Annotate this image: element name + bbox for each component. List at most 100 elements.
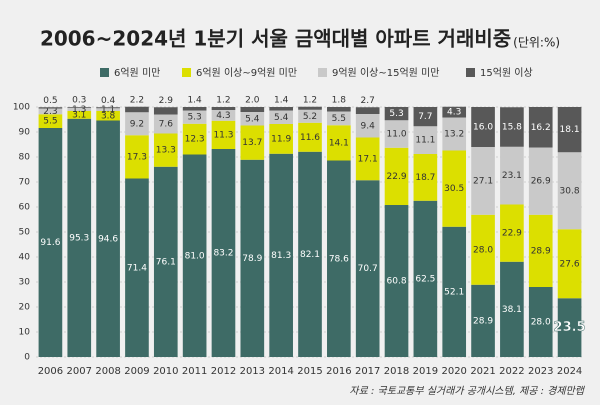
value-label: 78.9 <box>242 254 262 264</box>
y-tick-label: 30 <box>19 278 31 288</box>
value-label: 13.2 <box>444 130 464 140</box>
value-label: 95.3 <box>69 233 89 243</box>
x-tick-label: 2018 <box>384 366 409 377</box>
value-label: 5.4 <box>245 114 260 124</box>
bar-segment <box>240 159 265 357</box>
bar-segment <box>528 107 553 148</box>
value-label: 60.8 <box>387 277 407 287</box>
value-label: 82.1 <box>300 250 320 260</box>
value-label: 13.3 <box>156 146 176 156</box>
bar-segment <box>125 106 149 113</box>
bar-segment <box>153 107 178 115</box>
value-label: 5.3 <box>389 109 403 119</box>
value-label: 28.0 <box>531 318 551 328</box>
unit-label: (단위:%) <box>513 36 560 50</box>
value-label: 0.4 <box>101 96 116 106</box>
x-tick-label: 2016 <box>326 366 351 377</box>
bar-segment <box>557 152 582 230</box>
value-label: 2.3 <box>43 107 57 117</box>
legend-label: 9억원 이상~15억원 미만 <box>332 67 439 79</box>
value-label: 1.8 <box>332 96 347 106</box>
bar-segment <box>528 287 553 357</box>
x-tick-label: 2013 <box>240 366 265 377</box>
bar-segment <box>67 111 92 119</box>
bar-segment <box>500 107 524 147</box>
value-label: 18.1 <box>560 125 580 135</box>
legend-marker <box>100 68 109 77</box>
bar-segment <box>500 146 524 205</box>
bar-segment <box>211 149 236 357</box>
value-label: 5.5 <box>332 114 346 124</box>
x-tick-label: 2010 <box>153 366 178 377</box>
value-label: 4.3 <box>447 108 461 118</box>
value-label: 71.4 <box>127 263 147 273</box>
value-label: 11.9 <box>271 134 291 144</box>
bar-segment <box>327 125 351 161</box>
value-label: 1.1 <box>101 105 115 115</box>
legend-marker <box>182 68 191 77</box>
bar-segment <box>67 107 92 111</box>
bar-segment <box>298 151 322 357</box>
value-label: 22.9 <box>502 229 522 239</box>
x-tick-label: 2007 <box>67 366 92 377</box>
value-label: 3.1 <box>72 110 86 120</box>
value-label: 28.9 <box>473 316 493 326</box>
bar-segment <box>413 126 438 154</box>
bar-segment <box>327 107 351 112</box>
bar-segment <box>384 205 409 357</box>
bar-segment <box>327 111 351 126</box>
bar-segment <box>471 107 495 147</box>
value-label: 1.4 <box>274 96 289 106</box>
legend-label: 15억원 이상 <box>480 67 533 79</box>
value-label: 11.1 <box>415 136 435 146</box>
bar-segment <box>67 118 92 357</box>
bar-segment <box>413 200 438 357</box>
value-label: 5.3 <box>187 113 201 123</box>
y-tick-label: 10 <box>19 328 31 338</box>
bar-segment <box>557 107 582 153</box>
value-label: 17.3 <box>127 152 147 162</box>
bar-segment <box>153 114 178 134</box>
bar-segment <box>355 114 380 138</box>
y-tick-label: 50 <box>19 228 31 238</box>
value-label: 16.0 <box>473 123 493 133</box>
value-label: 27.6 <box>560 259 580 269</box>
bar-segment <box>298 109 322 123</box>
bar-segment <box>269 110 293 124</box>
value-label: 3.8 <box>101 111 116 121</box>
bar-segment <box>384 147 409 205</box>
bar-segment <box>182 154 207 357</box>
bar-segment <box>38 128 63 357</box>
value-label: 1.2 <box>216 96 230 106</box>
value-label: 83.2 <box>213 249 233 259</box>
x-tick-label: 2015 <box>297 366 322 377</box>
value-label: 5.5 <box>43 117 57 127</box>
value-label: 27.1 <box>473 176 493 186</box>
value-label: 81.0 <box>185 251 205 261</box>
bar-segment <box>125 112 149 136</box>
legend-label: 6억원 미만 <box>114 67 160 79</box>
x-tick-label: 2014 <box>268 366 293 377</box>
value-label: 14.1 <box>329 138 349 148</box>
y-tick-label: 60 <box>19 203 31 213</box>
value-label: 17.1 <box>358 154 378 164</box>
value-label: 91.6 <box>40 238 60 248</box>
bar-segment <box>211 120 236 149</box>
x-tick-label: 2012 <box>211 366 236 377</box>
bar-segment <box>557 298 582 357</box>
x-tick-label: 2019 <box>413 366 438 377</box>
bar-segment <box>125 135 149 179</box>
value-label: 2.7 <box>361 96 375 106</box>
value-label: 12.3 <box>185 135 205 145</box>
bar-segment <box>182 110 207 124</box>
bar-segment <box>442 117 467 151</box>
y-tick-label: 0 <box>24 353 30 363</box>
bar-segment <box>96 111 120 121</box>
value-label: 11.3 <box>213 130 233 140</box>
x-tick-label: 2023 <box>528 366 553 377</box>
value-label: 38.1 <box>502 305 522 315</box>
bar-segment <box>442 150 467 227</box>
bar-segment <box>442 226 467 357</box>
value-label: 22.9 <box>387 172 407 182</box>
